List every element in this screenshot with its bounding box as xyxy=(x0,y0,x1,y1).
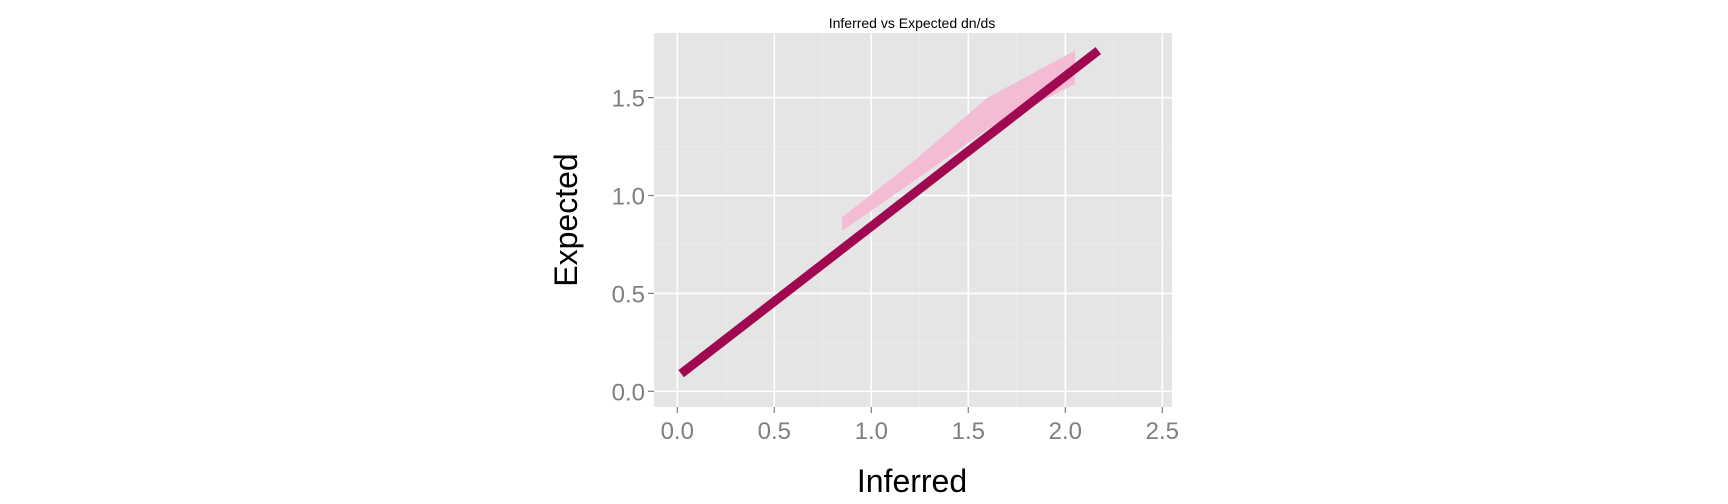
y-tick-label: 0.5 xyxy=(612,281,645,308)
confidence-band xyxy=(842,50,1075,231)
y-tick-label: 0.0 xyxy=(612,379,645,406)
series-layer xyxy=(678,47,1102,378)
x-tick-label: 0.5 xyxy=(758,418,791,445)
x-tick-label: 2.0 xyxy=(1049,418,1082,445)
chart-title: Inferred vs Expected dn/ds xyxy=(829,15,996,31)
x-tick-label: 1.5 xyxy=(952,418,985,445)
y-axis-title: Expected xyxy=(548,153,584,286)
x-axis-title: Inferred xyxy=(857,463,967,499)
x-axis: 0.0 0.5 1.0 1.5 2.0 2.5 xyxy=(661,407,1179,445)
y-tick-label: 1.0 xyxy=(612,184,645,211)
y-axis: 0.0 0.5 1.0 1.5 xyxy=(612,86,654,406)
plot-panel xyxy=(654,33,1172,407)
series-line xyxy=(678,47,1102,378)
x-tick-label: 2.5 xyxy=(1146,418,1179,445)
y-tick-label: 1.5 xyxy=(612,86,645,113)
x-tick-label: 1.0 xyxy=(855,418,888,445)
confidence-band-layer xyxy=(842,50,1075,231)
x-tick-label: 0.0 xyxy=(661,418,694,445)
